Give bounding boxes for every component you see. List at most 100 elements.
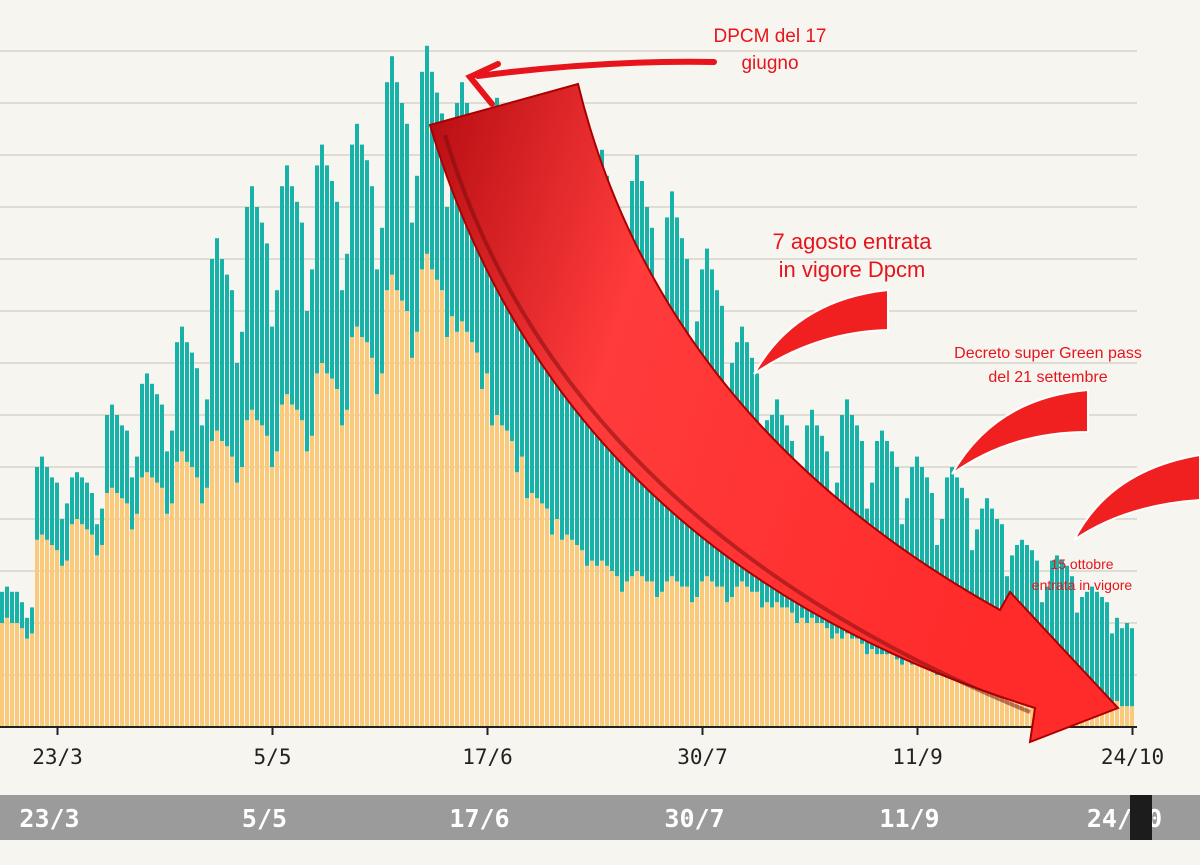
bar [300, 420, 304, 727]
bar [440, 290, 444, 727]
wedge-arrow [951, 388, 1089, 475]
bar [980, 685, 984, 727]
bar [800, 617, 804, 727]
x-tick-label: 30/7 [677, 745, 728, 769]
bar [495, 415, 499, 727]
bar [420, 269, 424, 727]
scrollbar-label: 11/9 [879, 804, 939, 833]
bar [405, 311, 409, 727]
bar [195, 368, 199, 478]
bar [345, 409, 349, 727]
bar [990, 685, 994, 727]
pointer-arrowhead [465, 61, 501, 107]
bar [270, 467, 274, 727]
bar [1105, 602, 1109, 701]
bar [410, 357, 414, 727]
bar [630, 576, 634, 727]
bar [480, 238, 484, 389]
bar [190, 352, 194, 467]
bar [160, 487, 164, 727]
bar [265, 243, 269, 436]
bar [105, 493, 109, 727]
bar [280, 186, 284, 405]
bar [10, 591, 14, 623]
bar [290, 186, 294, 405]
bar [575, 545, 579, 727]
bar [955, 675, 959, 727]
scrollbar-handle[interactable] [1130, 795, 1152, 840]
bar [1130, 628, 1134, 707]
bar [1070, 576, 1074, 696]
bar [960, 487, 964, 675]
bar [825, 628, 829, 727]
bar [520, 227, 524, 457]
bar [235, 482, 239, 727]
bar [475, 352, 479, 727]
bar [605, 565, 609, 727]
bar [95, 555, 99, 727]
bar [215, 430, 219, 727]
bar [115, 493, 119, 727]
bar [185, 461, 189, 727]
bar [760, 607, 764, 727]
bar [275, 290, 279, 452]
bar [405, 123, 409, 311]
bar [995, 685, 999, 727]
bar [85, 529, 89, 727]
bar [1120, 628, 1124, 707]
bar [835, 633, 839, 727]
bar [690, 602, 694, 727]
trend-arrow [428, 82, 1120, 744]
bar [975, 680, 979, 727]
bar [135, 513, 139, 727]
bar [195, 477, 199, 727]
bar [250, 186, 254, 410]
bar [390, 274, 394, 727]
bar [25, 638, 29, 727]
bar [850, 638, 854, 727]
bar [1075, 612, 1079, 701]
bar [415, 175, 419, 332]
bar [990, 508, 994, 686]
bar [295, 201, 299, 410]
bar [1010, 690, 1014, 727]
bar [950, 675, 954, 727]
bar [150, 477, 154, 727]
bar [845, 633, 849, 727]
bar [360, 144, 364, 337]
bar [305, 451, 309, 727]
bar [125, 503, 129, 727]
wedge-arrow [753, 288, 889, 375]
bar [260, 425, 264, 727]
bar [270, 326, 274, 467]
bar [200, 503, 204, 727]
bar [465, 331, 469, 727]
bar [70, 477, 74, 525]
bar [995, 519, 999, 686]
bar [675, 581, 679, 727]
bar [90, 493, 94, 535]
bar [180, 451, 184, 727]
x-tick-label: 23/3 [32, 745, 83, 769]
bar [315, 373, 319, 727]
bar [970, 680, 974, 727]
bar [320, 363, 324, 727]
bar [635, 571, 639, 727]
bar [735, 586, 739, 727]
bar [285, 394, 289, 727]
scrollbar-track[interactable] [0, 795, 1200, 840]
bar [580, 550, 584, 727]
bar [245, 420, 249, 727]
bar [445, 337, 449, 727]
bar [125, 430, 129, 504]
bar [915, 664, 919, 727]
bar [170, 503, 174, 727]
bar [655, 597, 659, 727]
bar [815, 623, 819, 727]
scrollbar-label: 23/3 [19, 804, 79, 833]
bar [145, 472, 149, 727]
bar [700, 581, 704, 727]
bar [330, 378, 334, 727]
bar [910, 664, 914, 727]
bar [130, 477, 134, 530]
